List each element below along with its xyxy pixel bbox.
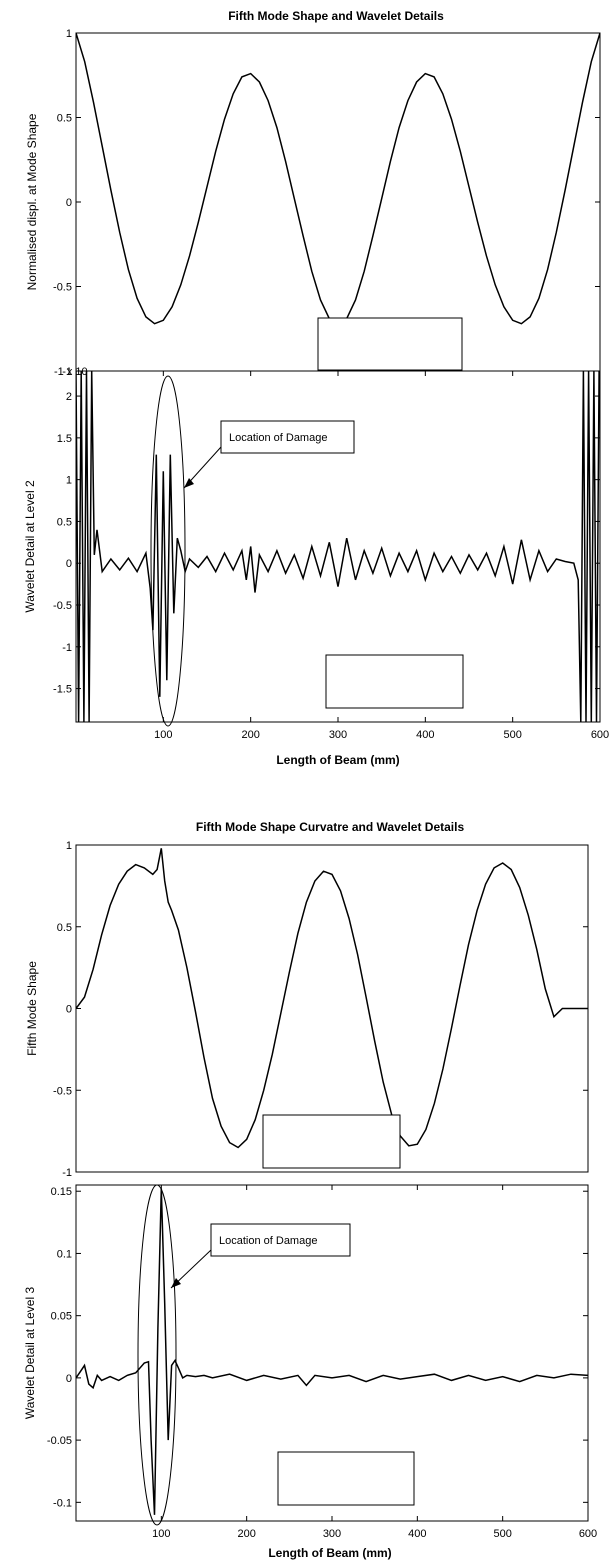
y-tick-label: -1.5 bbox=[53, 684, 72, 696]
y-tick-label: 1 bbox=[66, 28, 72, 40]
y-tick-label: 0 bbox=[66, 558, 72, 570]
chart-panel-2: -1.5 -1 -0.5 0 0.5 1 1.5 2 100 200 300 400 500 600 Wav… bbox=[23, 366, 609, 741]
legend-box bbox=[277, 1451, 415, 1506]
chart-panel-1: -1 -0.5 0 0.5 1 Normalised displ. at Mode Sha… bbox=[25, 28, 601, 378]
series-line bbox=[76, 848, 588, 1149]
annotation-text: Location of Damage bbox=[229, 432, 327, 444]
y-tick-label: 0.05 bbox=[51, 1311, 72, 1323]
y-tick-label: 0.5 bbox=[57, 516, 72, 528]
legend-box bbox=[317, 317, 463, 371]
y-tick-label: -0.1 bbox=[53, 1497, 72, 1509]
x-tick-label: 300 bbox=[323, 1528, 341, 1540]
figure2-title: Fifth Mode Shape Curvatre and Wavelet De… bbox=[196, 820, 465, 834]
y-tick-label: 1 bbox=[66, 475, 72, 487]
y-tick-label: 2 bbox=[66, 391, 72, 403]
x-tick-label: 200 bbox=[241, 729, 259, 741]
y-axis-label: Fifth Mode Shape bbox=[25, 961, 39, 1056]
series-line bbox=[76, 1188, 588, 1515]
y-tick-label: 0 bbox=[66, 197, 72, 209]
chart-panel-4: -0.1 -0.05 0 0.05 0.1 0.15 100 200 300 400 500 600 W… bbox=[23, 1184, 597, 1540]
annotation-arrowhead bbox=[171, 1278, 181, 1288]
x-tick-label: 500 bbox=[503, 729, 521, 741]
y-tick-label: 0.5 bbox=[57, 113, 72, 125]
annotation-text: Location of Damage bbox=[219, 1235, 317, 1247]
legend-box bbox=[325, 654, 464, 709]
y-tick-label: -1 bbox=[62, 1167, 72, 1179]
damage-ellipse bbox=[137, 1184, 177, 1526]
damage-ellipse bbox=[150, 375, 186, 727]
y-tick-label: -0.5 bbox=[53, 282, 72, 294]
y-tick-label: -0.05 bbox=[47, 1435, 72, 1447]
y-axis-label: Normalised displ. at Mode Shape bbox=[25, 113, 39, 290]
y-tick-label: -1 bbox=[62, 366, 72, 378]
series-line bbox=[76, 33, 600, 327]
x-tick-label: 600 bbox=[591, 729, 609, 741]
legend-box bbox=[262, 1114, 401, 1169]
y-axis-label: Wavelet Detail at Level 2 bbox=[23, 480, 37, 613]
x-tick-label: 300 bbox=[329, 729, 347, 741]
x-tick-label: 100 bbox=[154, 729, 172, 741]
y-tick-label: -0.5 bbox=[53, 600, 72, 612]
x-tick-label: 400 bbox=[416, 729, 434, 741]
y-tick-label: 0.5 bbox=[57, 922, 72, 934]
y-tick-label: -1 bbox=[62, 642, 72, 654]
figure1-xlabel: Length of Beam (mm) bbox=[276, 753, 399, 767]
y-tick-label: 1 bbox=[66, 840, 72, 852]
y-axis-label: Wavelet Detail at Level 3 bbox=[23, 1287, 37, 1420]
x-tick-label: 400 bbox=[408, 1528, 426, 1540]
y-tick-label: 0 bbox=[66, 1004, 72, 1016]
y-tick-label: 0 bbox=[66, 1373, 72, 1385]
annotation-arrowhead bbox=[184, 478, 194, 488]
y-tick-label: 1.5 bbox=[57, 433, 72, 445]
y-tick-label: 0.15 bbox=[51, 1186, 72, 1198]
chart-panel-3: -1 -0.5 0 0.5 1 Fifth Mode Shape bbox=[25, 840, 589, 1179]
figure2-xlabel: Length of Beam (mm) bbox=[268, 1546, 391, 1560]
series-line bbox=[76, 371, 600, 722]
x-tick-label: 100 bbox=[152, 1528, 170, 1540]
x-tick-label: 200 bbox=[237, 1528, 255, 1540]
annotation-box bbox=[220, 420, 355, 454]
axis-multiplier-label: -1 x 10 bbox=[54, 366, 88, 378]
annotation-box bbox=[210, 1223, 351, 1257]
x-tick-label: 600 bbox=[579, 1528, 597, 1540]
y-tick-label: 0.1 bbox=[57, 1248, 72, 1260]
figure1-title: Fifth Mode Shape and Wavelet Details bbox=[228, 9, 444, 23]
y-tick-label: -0.5 bbox=[53, 1085, 72, 1097]
x-tick-label: 500 bbox=[493, 1528, 511, 1540]
